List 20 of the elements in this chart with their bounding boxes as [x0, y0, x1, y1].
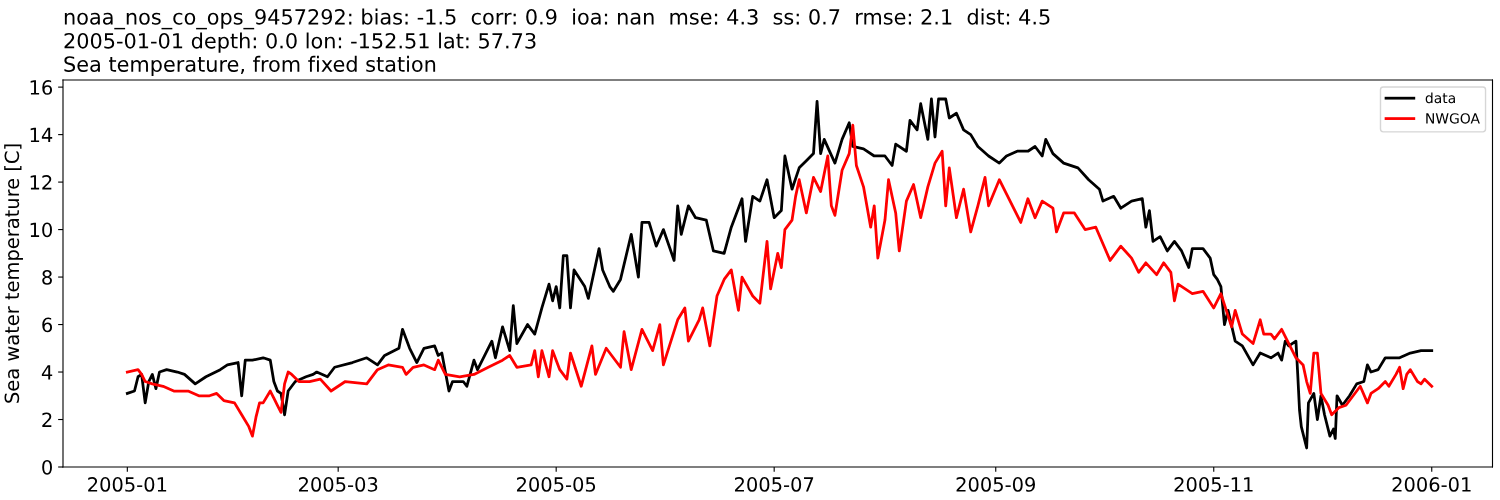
y-tick-label: 4 [41, 365, 53, 380]
y-tick-label: 0 [42, 459, 52, 475]
y-tick-label: 10 [30, 222, 52, 238]
y-tick-label: 2 [42, 412, 52, 427]
legend-label: NWGOA [1426, 113, 1480, 124]
x-tick-label: 2005-01 [88, 477, 167, 492]
chart-title: noaa_nos_co_ops_9457292: bias: -1.5 corr: 0.9 ioa: nan mse: 4.3 ss: 0.7 rmse: 2.1 dist: 4.5 2005-01-01 depth: 0.0 lon: -152.51 lat: 57.73 Sea temperature, from fixed station [64, 8, 1050, 76]
y-tick-label: 6 [42, 317, 53, 333]
y-axis-title: Sea water temperature [C] [4, 144, 23, 403]
y-tick-label: 8 [42, 270, 52, 285]
y-tick-label: 12 [30, 175, 52, 190]
y-tick-label: 16 [30, 80, 53, 95]
x-tick-label: 2005-03 [298, 477, 378, 492]
x-tick-label: 2006-01 [1392, 477, 1471, 492]
x-tick-label: 2005-07 [734, 477, 814, 492]
x-tick-label: 2005-05 [516, 477, 596, 492]
legend-label: data [1425, 92, 1455, 104]
x-tick-label: 2005-11 [1174, 477, 1253, 492]
y-tick-label: 14 [30, 127, 53, 142]
x-tick-label: 2005-09 [956, 477, 1035, 492]
